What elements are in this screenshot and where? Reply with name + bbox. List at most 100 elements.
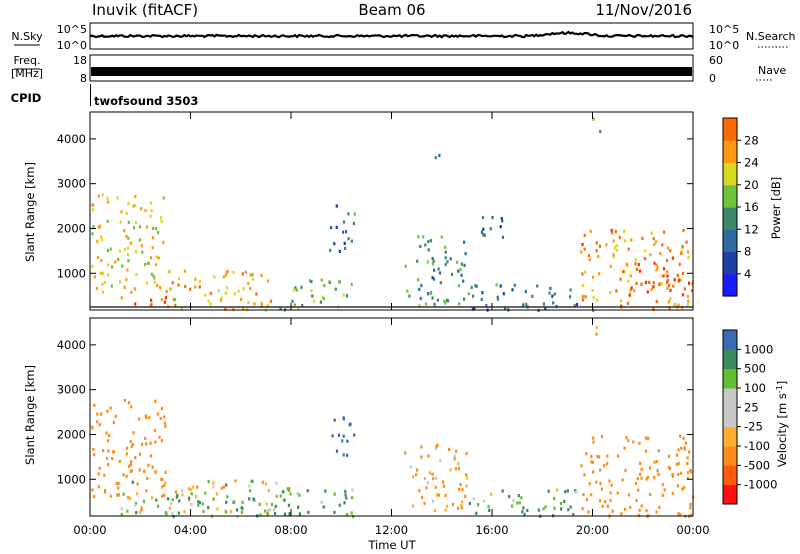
power-echo-cell: [686, 303, 689, 307]
velocity-panel-frame: [89, 317, 694, 517]
station-title: Inuvik (fitACF): [92, 1, 198, 19]
velocity-echo-cell: [335, 449, 339, 453]
power-echo-cell: [481, 215, 485, 220]
power-echo-cell: [677, 303, 680, 307]
velocity-echo-cell: [457, 467, 460, 471]
power-echo-cell: [294, 286, 297, 290]
power-echo-cell: [503, 306, 507, 310]
velocity-echo-cell: [646, 475, 650, 479]
velocity-echo-cell: [146, 476, 149, 480]
velocity-echo-cell: [132, 431, 135, 435]
power-echo-cell: [114, 260, 117, 264]
power-echo-cell: [661, 274, 664, 278]
velocity-echo-cell: [460, 503, 463, 507]
power-echo-cell: [422, 235, 425, 239]
velocity-echo-cell: [264, 509, 267, 513]
velocity-echo-cell: [682, 436, 685, 440]
velocity-echo-cell: [127, 496, 130, 500]
date-title: 11/Nov/2016: [595, 1, 692, 19]
velocity-echo-cell: [416, 468, 419, 472]
velocity-echo-cell: [181, 493, 184, 497]
power-echo-cell: [609, 264, 612, 268]
velocity-echo-cell: [296, 491, 299, 496]
power-echo-cell: [652, 237, 655, 241]
velocity-echo-cell: [117, 486, 120, 490]
power-echo-cell: [531, 294, 534, 298]
velocity-echo-region: [468, 488, 578, 518]
power-echo-cell: [629, 289, 632, 293]
velocity-colorbar-tick-label: 25: [744, 400, 759, 414]
power-echo-cell: [162, 240, 165, 244]
colorbar-swatch: [723, 140, 737, 164]
power-echo-cell: [149, 214, 152, 218]
velocity-echo-cell: [477, 503, 480, 507]
velocity-echo-cell: [117, 493, 120, 497]
velocity-echo-cell: [656, 469, 659, 473]
velocity-echo-cell: [225, 500, 228, 504]
power-echo-cell: [662, 267, 666, 271]
power-echo-cell: [151, 236, 155, 240]
power-echo-cell: [634, 262, 637, 266]
velocity-echo-cell: [91, 488, 94, 492]
velocity-echo-cell: [153, 429, 156, 433]
velocity-echo-cell: [298, 493, 301, 497]
power-echo-cell: [427, 248, 430, 252]
power-echo-cell: [103, 280, 106, 284]
power-echo-cell: [656, 266, 659, 270]
power-echo-cell: [350, 282, 353, 286]
power-echo-cell: [681, 245, 684, 249]
power-echo-cell: [126, 268, 129, 272]
power-echo-cell: [583, 233, 586, 237]
power-echo-cell: [598, 272, 601, 276]
velocity-echo-cell: [518, 501, 521, 505]
power-echo-cell: [438, 271, 442, 275]
power-echo-cell: [609, 291, 612, 295]
x-tick-label: 08:00: [274, 523, 307, 537]
velocity-echo-cell: [644, 449, 648, 453]
power-echo-cell: [544, 306, 547, 310]
velocity-echo-cell: [427, 454, 430, 458]
velocity-colorbar-tick-label: -100: [744, 439, 770, 453]
velocity-echo-cell: [627, 439, 630, 443]
power-echo-cell: [100, 271, 103, 275]
power-echo-cell: [640, 282, 643, 286]
velocity-echo-cell: [320, 500, 323, 504]
velocity-echo-cell: [621, 478, 624, 482]
velocity-echo-cell: [465, 451, 468, 456]
velocity-echo-cell: [457, 462, 460, 466]
velocity-echo-cell: [274, 504, 277, 508]
power-echo-cell: [417, 235, 420, 239]
power-echo-cell: [347, 212, 350, 216]
velocity-echo-cell: [603, 464, 606, 468]
power-echo-cell: [496, 295, 499, 299]
power-echo-cell: [473, 307, 476, 311]
velocity-echo-cell: [542, 507, 545, 511]
power-echo-cell: [217, 289, 220, 293]
velocity-echo-cell: [640, 504, 643, 508]
power-echo-cell: [444, 262, 447, 267]
velocity-echo-cell: [553, 496, 556, 501]
power-echo-cell: [678, 262, 681, 266]
power-echo-cell: [666, 274, 669, 278]
velocity-echo-cell: [236, 515, 239, 519]
power-echo-cell: [652, 285, 655, 289]
power-echo-region: [165, 269, 272, 312]
power-echo-cell: [611, 231, 614, 235]
power-echo-cell: [446, 299, 450, 303]
power-echo-cell: [295, 288, 298, 292]
velocity-echo-cell: [333, 510, 336, 514]
power-echo-cell: [551, 294, 554, 298]
velocity-echo-cell: [136, 482, 139, 486]
power-colorbar-tick-label: 8: [744, 245, 751, 259]
colorbar-swatch: [723, 229, 737, 253]
power-echo-cell: [666, 278, 669, 283]
velocity-echo-cell: [108, 434, 111, 438]
power-echo-cell: [350, 239, 353, 243]
power-echo-cell: [668, 284, 671, 288]
power-echo-cell: [644, 280, 648, 285]
velocity-echo-cell: [140, 506, 143, 510]
power-echo-cell: [491, 215, 494, 220]
velocity-echo-cell: [606, 454, 609, 458]
velocity-echo-region: [580, 434, 695, 518]
cpid-value: twofsound 3503: [94, 94, 198, 108]
